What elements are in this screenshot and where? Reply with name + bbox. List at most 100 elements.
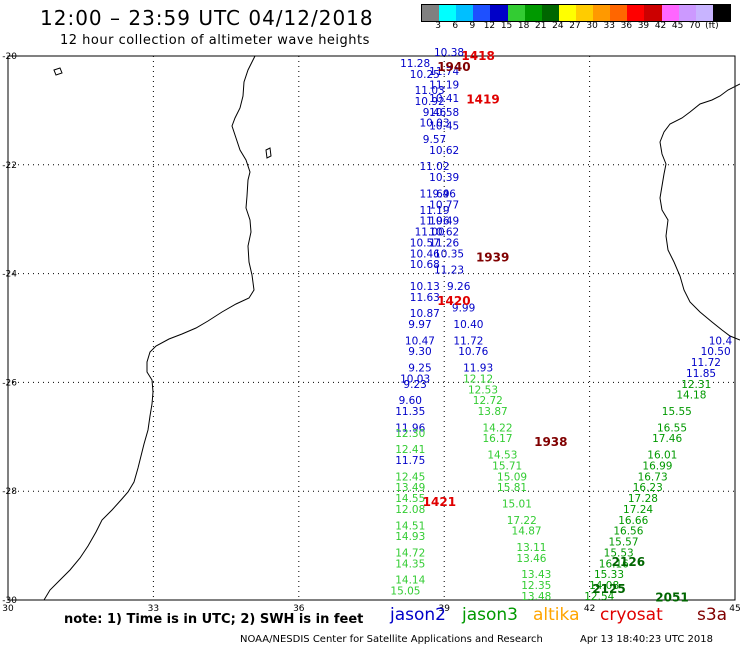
- pass-time-label: 1421: [423, 495, 456, 509]
- colorbar-swatch: [695, 5, 713, 21]
- wave-height-value: 10.77: [429, 199, 459, 211]
- wave-height-value: 10.87: [410, 308, 440, 320]
- colorbar-swatch: [473, 5, 491, 21]
- wave-height-value: 14.55: [395, 493, 425, 505]
- wave-height-value: 14.08: [589, 580, 619, 592]
- colorbar-label: 70: [689, 21, 701, 31]
- wave-height-value: 10.57: [410, 237, 440, 249]
- colorbar-label: 27: [569, 21, 581, 31]
- wave-height-value: 10.47: [405, 335, 435, 347]
- pass-time-label: 1419: [466, 93, 499, 107]
- wave-height-value: 10.38: [434, 47, 464, 59]
- wave-height-value: 15.71: [492, 460, 522, 472]
- wave-height-value: 10.03: [400, 373, 430, 385]
- colorbar-swatch: [712, 5, 730, 21]
- colorbar-swatch: [456, 5, 474, 21]
- wave-height-value: 11.69: [419, 188, 449, 200]
- colorbar-swatch: [593, 5, 611, 21]
- wave-height-value: 16.99: [642, 460, 672, 472]
- wave-height-value: 13.43: [521, 569, 551, 581]
- colorbar-label: 15: [500, 21, 513, 31]
- pass-time-label: 2051: [655, 590, 688, 604]
- wave-height-value: 12.41: [395, 444, 425, 456]
- colorbar-label: 9: [469, 21, 476, 31]
- wave-height-value: 14.51: [395, 520, 425, 532]
- wave-height-colorbar: [421, 4, 731, 22]
- colorbar-labels: 3 6 9 12 15 18 21 24 27 30 33 36 39 42 45 70 (ft): [421, 21, 740, 33]
- colorbar-label: (ft): [705, 21, 719, 31]
- wave-height-value: 14.14: [395, 575, 425, 587]
- wave-height-value: 13.46: [516, 553, 546, 565]
- wave-height-value: 11.00: [415, 227, 445, 239]
- colorbar-swatch: [507, 5, 525, 21]
- wave-height-value: 12.30: [395, 428, 425, 440]
- wave-height-value: 15.53: [604, 547, 634, 559]
- wave-height-value: 16.01: [647, 450, 677, 462]
- wave-height-value: 11.96: [419, 216, 449, 228]
- wave-height-value: 11.02: [419, 161, 449, 173]
- wave-height-value: 10.62: [429, 145, 459, 157]
- colorbar-label: 12: [483, 21, 496, 31]
- wave-height-value: 12.12: [463, 373, 493, 385]
- wave-height-value: 9.97: [408, 319, 431, 331]
- wave-height-value: 9.30: [408, 346, 431, 358]
- wave-height-value: 12.08: [395, 504, 425, 516]
- wave-height-value: 14.35: [395, 558, 425, 570]
- wave-height-value: 16.16: [599, 558, 629, 570]
- wave-height-value: 11.72: [691, 357, 721, 369]
- island: [265, 147, 272, 159]
- colorbar-swatch: [678, 5, 696, 21]
- colorbar-label: 6: [452, 21, 459, 31]
- wave-height-value: 9.23: [403, 379, 426, 391]
- colorbar-swatch: [524, 5, 542, 21]
- wave-height-value: 16.23: [633, 482, 663, 494]
- wave-height-value: 15.57: [608, 537, 638, 549]
- lat-tick-label: -28: [2, 487, 17, 497]
- wave-height-value: 9.99: [452, 303, 475, 315]
- wave-height-value: 15.55: [662, 406, 692, 418]
- wave-height-value: 17.22: [507, 515, 537, 527]
- wave-height-value: 15.01: [502, 499, 532, 511]
- footnote: note: 1) Time is in UTC; 2) SWH is in fe…: [64, 612, 364, 627]
- wave-height-value: 14.93: [395, 531, 425, 543]
- africa-coastline: [43, 55, 256, 601]
- wave-height-value: 11.96: [395, 422, 425, 434]
- lat-tick-label: -20: [2, 52, 17, 62]
- wave-height-value: 10.92: [415, 96, 445, 108]
- wave-height-value: 10.39: [429, 172, 459, 184]
- legend-s3a: s3a: [697, 605, 728, 625]
- wave-height-value: 15.33: [594, 569, 624, 581]
- wave-height-value: 10.40: [453, 319, 483, 331]
- colorbar-label: 3: [435, 21, 441, 31]
- wave-height-value: 11.03: [415, 85, 445, 97]
- wave-height-value: 11.23: [434, 265, 464, 277]
- wave-height-value: 10.58: [429, 107, 459, 119]
- wave-height-value: 11.74: [429, 66, 459, 78]
- colorbar-label: 42: [654, 21, 667, 31]
- wave-height-value: 11.35: [395, 406, 425, 418]
- pass-time-label: 2126: [612, 555, 645, 569]
- lat-tick-label: -30: [2, 596, 17, 606]
- legend-jason2: jason2: [390, 605, 446, 625]
- madagascar-coastline: [659, 83, 740, 341]
- colorbar-swatch: [644, 5, 662, 21]
- colorbar-label: 18: [517, 21, 530, 31]
- wave-height-value: 13.49: [395, 482, 425, 494]
- pass-time-label: 1938: [534, 435, 567, 449]
- lon-tick-label: 36: [293, 604, 305, 614]
- wave-height-value: 11.93: [463, 363, 493, 375]
- colorbar-label: 30: [586, 21, 598, 31]
- wave-height-value: 11.72: [453, 335, 483, 347]
- wave-height-value: 14.18: [676, 390, 706, 402]
- colorbar-swatch: [439, 5, 457, 21]
- wave-height-value: 10.46: [410, 248, 440, 260]
- wave-height-value: 9.25: [408, 363, 431, 375]
- wave-height-value: 11.19: [419, 205, 449, 217]
- satellite-tracks: 10.3811.2810.2511.0310.929.4610.039.5711…: [390, 47, 732, 603]
- lon-tick-label: 33: [148, 604, 159, 614]
- wave-height-value: 10.45: [429, 120, 459, 132]
- island: [53, 67, 63, 76]
- legend-jason3: jason3: [462, 605, 518, 625]
- axis-ticks: 30 33 36 39 42 45 -20 -22 -24 -26 -28 -30: [2, 52, 740, 614]
